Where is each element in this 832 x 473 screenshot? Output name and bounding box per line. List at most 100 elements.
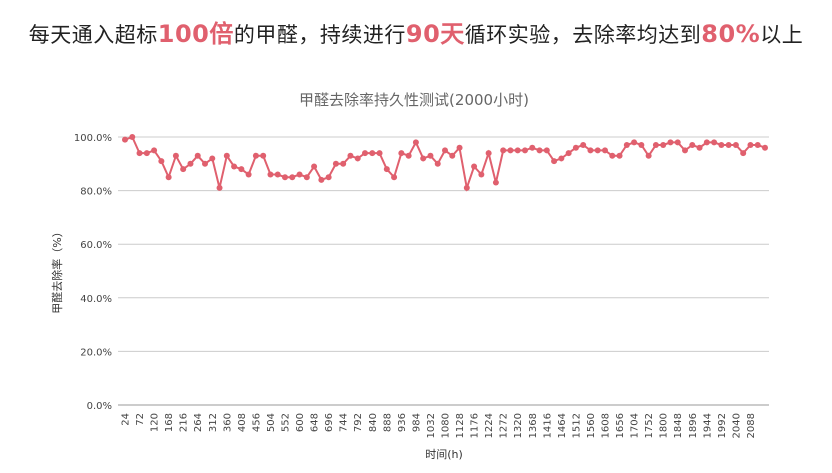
x-tick-label: 1992 <box>717 413 728 438</box>
x-tick-label: 2088 <box>746 413 757 438</box>
x-tick-label: 1464 <box>557 413 568 438</box>
headline: 每天通入超标100倍的甲醛，持续进行90天循环实验，去除率均达到80%以上 <box>0 14 832 49</box>
data-point <box>711 139 718 146</box>
data-point <box>340 160 347 167</box>
data-point <box>536 147 543 154</box>
data-point <box>558 155 565 162</box>
x-tick-label: 888 <box>382 413 393 432</box>
data-point <box>231 163 238 170</box>
x-tick-label: 2040 <box>731 413 742 438</box>
data-point <box>485 150 492 157</box>
data-point <box>645 152 652 159</box>
data-point <box>732 142 739 149</box>
x-tick-label: 264 <box>193 413 204 432</box>
data-point <box>572 144 579 151</box>
x-tick-label: 1320 <box>513 413 524 438</box>
x-tick-label: 1224 <box>484 413 495 438</box>
data-point <box>318 176 325 183</box>
data-point <box>427 152 434 159</box>
x-tick-label: 312 <box>208 413 219 432</box>
data-point <box>122 136 128 143</box>
data-point <box>718 142 725 149</box>
data-point <box>369 150 376 157</box>
x-tick-label: 648 <box>310 413 321 432</box>
x-tick-label: 696 <box>324 413 335 432</box>
data-point <box>703 139 710 146</box>
headline-text: 的甲醛，持续进行 <box>233 23 406 47</box>
x-tick-label: 1416 <box>542 413 553 438</box>
data-point <box>420 155 427 162</box>
data-point <box>594 147 601 154</box>
data-point <box>543 147 550 154</box>
data-point <box>238 166 245 173</box>
data-point <box>434 160 441 167</box>
x-tick-label: 744 <box>339 413 350 432</box>
data-point <box>151 147 158 154</box>
data-point <box>252 152 259 159</box>
data-point <box>245 171 252 178</box>
x-tick-label: 1752 <box>644 413 655 438</box>
data-point <box>587 147 594 154</box>
data-point <box>362 150 368 157</box>
headline-highlight-80pct: 80% <box>701 20 761 48</box>
x-tick-label: 1560 <box>586 413 597 438</box>
data-point <box>551 158 558 165</box>
data-point <box>412 139 419 146</box>
data-point <box>165 174 172 181</box>
data-point <box>354 155 361 162</box>
data-point <box>492 179 499 186</box>
data-point <box>383 166 390 173</box>
data-point <box>325 174 332 181</box>
data-point <box>456 144 463 151</box>
data-point <box>631 139 638 146</box>
data-point <box>332 160 339 167</box>
headline-highlight-90days: 90天 <box>405 20 465 48</box>
data-point <box>696 144 703 151</box>
data-point <box>463 184 470 191</box>
data-point <box>638 142 645 149</box>
data-point <box>398 150 405 157</box>
data-point <box>129 134 136 140</box>
data-point <box>209 155 216 162</box>
series-points <box>122 134 768 191</box>
x-tick-label: 216 <box>179 413 190 432</box>
x-tick-label: 1800 <box>659 413 670 438</box>
data-point <box>609 152 616 159</box>
data-point <box>223 152 230 159</box>
y-tick-label: 80.0% <box>80 187 112 198</box>
headline-text: 每天通入超标 <box>28 23 158 47</box>
x-tick-label: 24 <box>121 413 132 426</box>
y-tick-label: 0.0% <box>87 401 112 412</box>
x-tick-label: 552 <box>281 413 292 432</box>
data-point <box>500 147 507 154</box>
headline-text: 以上 <box>760 23 804 47</box>
data-point <box>682 147 688 154</box>
x-tick-label: 1080 <box>441 413 452 438</box>
y-tick-label: 60.0% <box>80 240 112 251</box>
data-point <box>514 147 521 154</box>
data-point <box>274 171 281 178</box>
data-point <box>143 150 150 157</box>
data-point <box>311 163 318 170</box>
data-point <box>202 160 208 167</box>
y-axis-label: 甲醛去除率（%） <box>50 226 64 313</box>
data-point <box>660 142 667 149</box>
data-point <box>296 171 303 178</box>
data-point <box>667 139 674 146</box>
x-tick-label: 1368 <box>528 413 539 438</box>
data-point <box>507 147 514 154</box>
x-tick-label: 1608 <box>601 413 612 438</box>
data-point <box>391 174 398 181</box>
x-tick-label: 600 <box>295 413 306 432</box>
data-point <box>136 150 143 157</box>
x-tick-label: 936 <box>397 413 408 432</box>
data-point <box>289 174 296 181</box>
data-point <box>747 142 754 149</box>
y-axis-ticks: 0.0% 20.0% 40.0% 60.0% 80.0% 100.0% <box>74 133 112 412</box>
data-point <box>449 152 456 159</box>
data-point <box>405 152 412 159</box>
x-tick-label: 504 <box>266 413 277 432</box>
data-point <box>158 158 165 165</box>
x-tick-label: 1128 <box>455 413 466 438</box>
